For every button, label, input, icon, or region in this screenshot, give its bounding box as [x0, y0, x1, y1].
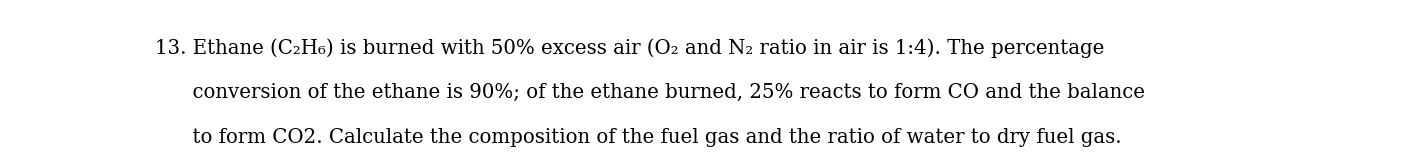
Text: 13. Ethane (C₂H₆) is burned with 50% excess air (O₂ and N₂ ratio in air is 1:4).: 13. Ethane (C₂H₆) is burned with 50% exc…: [155, 38, 1105, 58]
Text: to form CO2. Calculate the composition of the fuel gas and the ratio of water to: to form CO2. Calculate the composition o…: [155, 128, 1122, 147]
Text: conversion of the ethane is 90%; of the ethane burned, 25% reacts to form CO and: conversion of the ethane is 90%; of the …: [155, 83, 1145, 102]
